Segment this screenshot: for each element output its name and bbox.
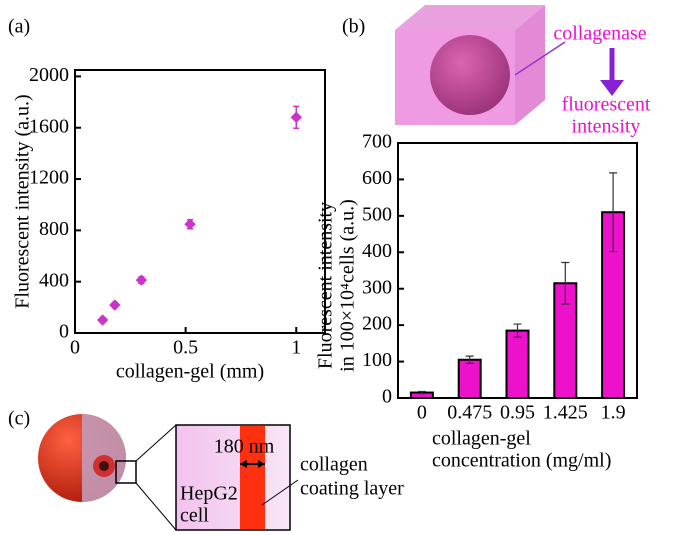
- y-tick-label: 600: [362, 167, 392, 189]
- bar: [459, 360, 481, 398]
- y-tick-label: 0: [59, 321, 69, 343]
- x-tick-label: 0.5: [173, 337, 198, 359]
- x-tick-label: 1: [291, 337, 301, 359]
- data-point: [184, 219, 195, 230]
- diagram-text: collagen: [300, 454, 368, 476]
- diagram-text: HepG2: [180, 483, 238, 505]
- cell-diagram: [38, 414, 298, 530]
- figure: (a) (b) (c) collagenase fluorescent inte…: [0, 0, 674, 535]
- diagram-text: cell: [180, 505, 209, 527]
- x-axis-label: collagen-gel (mm): [116, 361, 264, 383]
- data-point: [291, 112, 302, 123]
- plot-frame: [75, 70, 325, 333]
- y-tick-label: 0: [382, 386, 392, 408]
- data-point: [109, 299, 120, 310]
- y-tick-label: 200: [362, 313, 392, 335]
- y-tick-label: 400: [39, 269, 69, 291]
- x-axis-label: collagen-gel: [432, 428, 531, 450]
- x-tick-label: 0.475: [447, 402, 492, 424]
- x-tick-label: 0: [417, 402, 427, 424]
- diagram-text: intensity: [572, 116, 641, 138]
- diagram-text: collagenase: [553, 23, 646, 45]
- y-tick-label: 700: [362, 131, 392, 153]
- data-point: [136, 274, 147, 285]
- y-tick-label: 300: [362, 276, 392, 298]
- x-tick-label: 0: [70, 337, 80, 359]
- x-tick-label: 1.425: [543, 402, 588, 424]
- x-tick-label: 1.9: [601, 402, 626, 424]
- x-tick-label: 0.95: [500, 402, 535, 424]
- panel-label: (b): [342, 16, 365, 38]
- y-tick-label: 1200: [29, 167, 69, 189]
- y-axis-label: in 100×10⁴cells (a.u.): [337, 199, 359, 372]
- diagram-text: 180 nm: [214, 436, 275, 458]
- diagram-text: fluorescent: [562, 94, 651, 116]
- y-tick-label: 2000: [29, 64, 69, 86]
- y-axis-label: Fluorescent intensity: [315, 202, 337, 369]
- y-axis-label: Fluorescent intensity (a.u.): [12, 94, 34, 308]
- x-axis-label: concentration (mg/ml): [432, 450, 611, 472]
- data-point: [97, 314, 108, 325]
- y-tick-label: 500: [362, 203, 392, 225]
- y-tick-label: 800: [39, 218, 69, 240]
- panel-label: (a): [8, 16, 30, 38]
- y-tick-label: 1600: [29, 115, 69, 137]
- y-tick-label: 400: [362, 240, 392, 262]
- diagram-text: coating layer: [300, 478, 404, 500]
- bar: [507, 331, 529, 398]
- panel-label: (c): [8, 408, 30, 430]
- y-tick-label: 100: [362, 349, 392, 371]
